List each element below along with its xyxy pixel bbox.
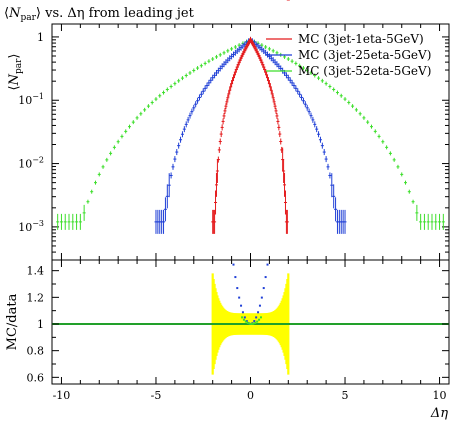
ratio-panel: 0.6 0.8 1 1.2 1.4 -10 -5 0 5 10 MC/data Δη: [5, 259, 450, 421]
x-axis-label: Δη: [430, 406, 448, 421]
ratio-point: [244, 320, 247, 323]
ratio-y-tick-label: 0.8: [27, 345, 45, 358]
ratio-point: [246, 321, 249, 324]
ratio-point: [236, 287, 239, 290]
ratio-point: [257, 311, 260, 314]
ratio-point: [248, 322, 251, 325]
main-y-tick-label: 10−3: [18, 219, 44, 234]
ratio-point: [242, 318, 245, 321]
ratio-point: [255, 316, 258, 319]
ratio-point: [258, 318, 261, 321]
x-tick-label: 5: [342, 389, 349, 402]
ratio-point: [262, 287, 265, 290]
ratio-point: [243, 316, 246, 319]
main-ticks: [52, 24, 449, 261]
main-y-tick-label: 1: [37, 31, 44, 44]
main-y-tick-label: 10−2: [18, 156, 44, 171]
main-panel: 1 10−1 10−2 10−3 ⟨Npar⟩ MC (3jet-1eta-5GeV)…: [7, 0, 450, 261]
ratio-point: [252, 322, 255, 325]
legend-entry: MC (3jet-1eta-5GeV): [298, 32, 424, 46]
main-y-tick-label: 10−1: [18, 92, 44, 107]
ratio-point: [259, 316, 262, 319]
chart-title: ⟨Npar⟩ vs. Δη from leading jet: [4, 6, 195, 23]
ratio-point: [260, 296, 263, 299]
ratio-y-tick-label: 1: [37, 318, 44, 331]
ratio-y-tick-label: 1.4: [27, 265, 45, 278]
ratio-point: [234, 276, 237, 279]
ratio-y-tick-label: 1.2: [27, 291, 45, 304]
ratio-point: [253, 320, 256, 323]
ratio-point: [240, 304, 243, 307]
x-tick-label: 10: [433, 389, 447, 402]
ratio-ticks: [52, 260, 449, 384]
ratio-y-axis-label: MC/data: [5, 293, 20, 350]
ratio-point: [266, 263, 269, 266]
main-y-tick-labels: 1 10−1 10−2 10−3: [18, 31, 44, 234]
ratio-y-tick-label: 0.6: [27, 371, 45, 384]
ratio-point: [254, 321, 257, 324]
ratio-point: [241, 316, 244, 319]
legend-entry: MC (3jet-25eta-5GeV): [298, 48, 431, 62]
x-tick-labels: -10 -5 0 5 10: [53, 389, 447, 402]
x-tick-label: -5: [151, 389, 162, 402]
ratio-point: [232, 263, 235, 266]
x-tick-label: 0: [247, 389, 254, 402]
ratio-y-tick-labels: 0.6 0.8 1 1.2 1.4: [27, 265, 45, 385]
legend: MC (3jet-1eta-5GeV) MC (3jet-25eta-5GeV) M…: [266, 32, 431, 78]
ratio-point: [238, 296, 241, 299]
ratio-point: [250, 323, 253, 325]
ratio-point: [258, 304, 261, 307]
main-data-marks: [56, 0, 445, 234]
ratio-data-marks: [52, 263, 449, 375]
ratio-point: [264, 276, 267, 279]
x-tick-label: -10: [53, 389, 71, 402]
legend-entry: MC (3jet-52eta-5GeV): [298, 64, 431, 78]
main-y-axis-label: ⟨Npar⟩: [7, 54, 24, 91]
ratio-point: [241, 311, 244, 314]
ratio-point: [256, 320, 259, 323]
